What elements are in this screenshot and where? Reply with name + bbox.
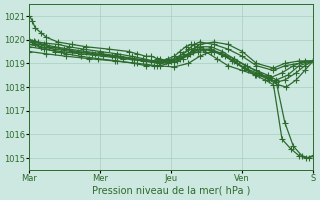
X-axis label: Pression niveau de la mer( hPa ): Pression niveau de la mer( hPa ) <box>92 186 251 196</box>
